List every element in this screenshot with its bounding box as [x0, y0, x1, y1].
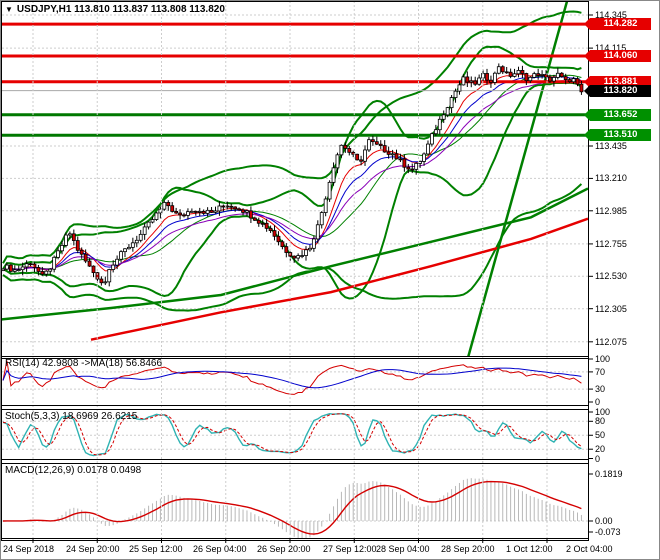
time-axis-label: 24 Sep 20:00 — [66, 544, 120, 554]
price-axis-label: 113.435 — [595, 141, 627, 151]
macd-scale-label: 0.1819 — [595, 469, 623, 479]
price-axis-label: 112.985 — [595, 205, 627, 216]
chart-title-bar: ▼ USDJPY,H1 113.810 113.837 113.808 113.8… — [5, 4, 225, 15]
price-axis-label: 112.530 — [595, 271, 627, 282]
time-axis-label: 28 Sep 04:00 — [376, 544, 430, 554]
stoch-scale-label: 100 — [595, 407, 611, 417]
price-axis-label: 112.305 — [595, 303, 627, 314]
rsi-panel-label: RSI(14) 42.9808 ->MA(18) 56.8466 — [5, 358, 163, 369]
time-axis-label: 26 Sep 04:00 — [193, 544, 247, 554]
price-axis-label: 112.075 — [595, 336, 627, 347]
current-price-badge: 113.820 — [584, 84, 651, 97]
rsi-scale-label: 30 — [595, 384, 606, 395]
price-axis-label: 113.210 — [595, 173, 627, 184]
price-level-badge-114.060[interactable]: 114.060 — [584, 50, 651, 63]
time-axis-label: 1 Oct 12:00 — [506, 544, 553, 554]
rsi-scale-label: 0 — [595, 397, 601, 407]
price-level-badge-114.282[interactable]: 114.282 — [584, 18, 651, 31]
price-axis-label: 112.755 — [595, 238, 627, 249]
time-axis-label: 2 Oct 04:00 — [566, 544, 613, 554]
price-level-badge-113.652[interactable]: 113.652 — [584, 108, 651, 121]
time-axis-label: 25 Sep 12:00 — [129, 544, 183, 554]
rsi-scale-label: 70 — [595, 366, 606, 377]
macd-scale-label: 0.00 — [595, 516, 613, 526]
stoch-scale-label: 50 — [595, 430, 606, 441]
stoch-scale-label: 0 — [595, 453, 601, 464]
price-axis-label: 114.115 — [595, 43, 627, 54]
time-axis-label: 28 Sep 20:00 — [441, 544, 495, 554]
time-axis-label: 27 Sep 12:00 — [323, 544, 377, 554]
time-axis-label: 26 Sep 20:00 — [257, 544, 311, 554]
macd-panel-label: MACD(12,26,9) 0.0178 0.0498 — [5, 465, 142, 476]
stoch-panel-label: Stoch(5,3,3) 18.6969 26.6215 — [5, 411, 138, 422]
macd-scale-label: -0.073 — [595, 527, 621, 537]
price-axis-label: 114.345 — [595, 10, 627, 20]
symbol-dropdown-icon[interactable]: ▼ — [5, 5, 13, 14]
rsi-scale-label: 100 — [595, 354, 611, 364]
price-level-badge-113.510[interactable]: 113.510 — [584, 129, 651, 142]
time-axis-label: 24 Sep 2018 — [3, 544, 55, 554]
stoch-scale-label: 80 — [595, 416, 606, 427]
stoch-scale-label: 20 — [595, 444, 606, 455]
symbol-ohlc-text: USDJPY,H1 113.810 113.837 113.808 113.82… — [16, 4, 225, 15]
